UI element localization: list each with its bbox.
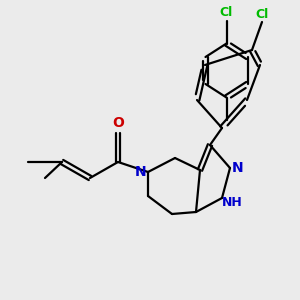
Text: O: O (112, 116, 124, 130)
Text: Cl: Cl (220, 7, 233, 20)
Text: N: N (232, 161, 243, 175)
Text: Cl: Cl (255, 8, 268, 20)
Text: NH: NH (222, 196, 243, 209)
Text: N: N (135, 165, 146, 179)
